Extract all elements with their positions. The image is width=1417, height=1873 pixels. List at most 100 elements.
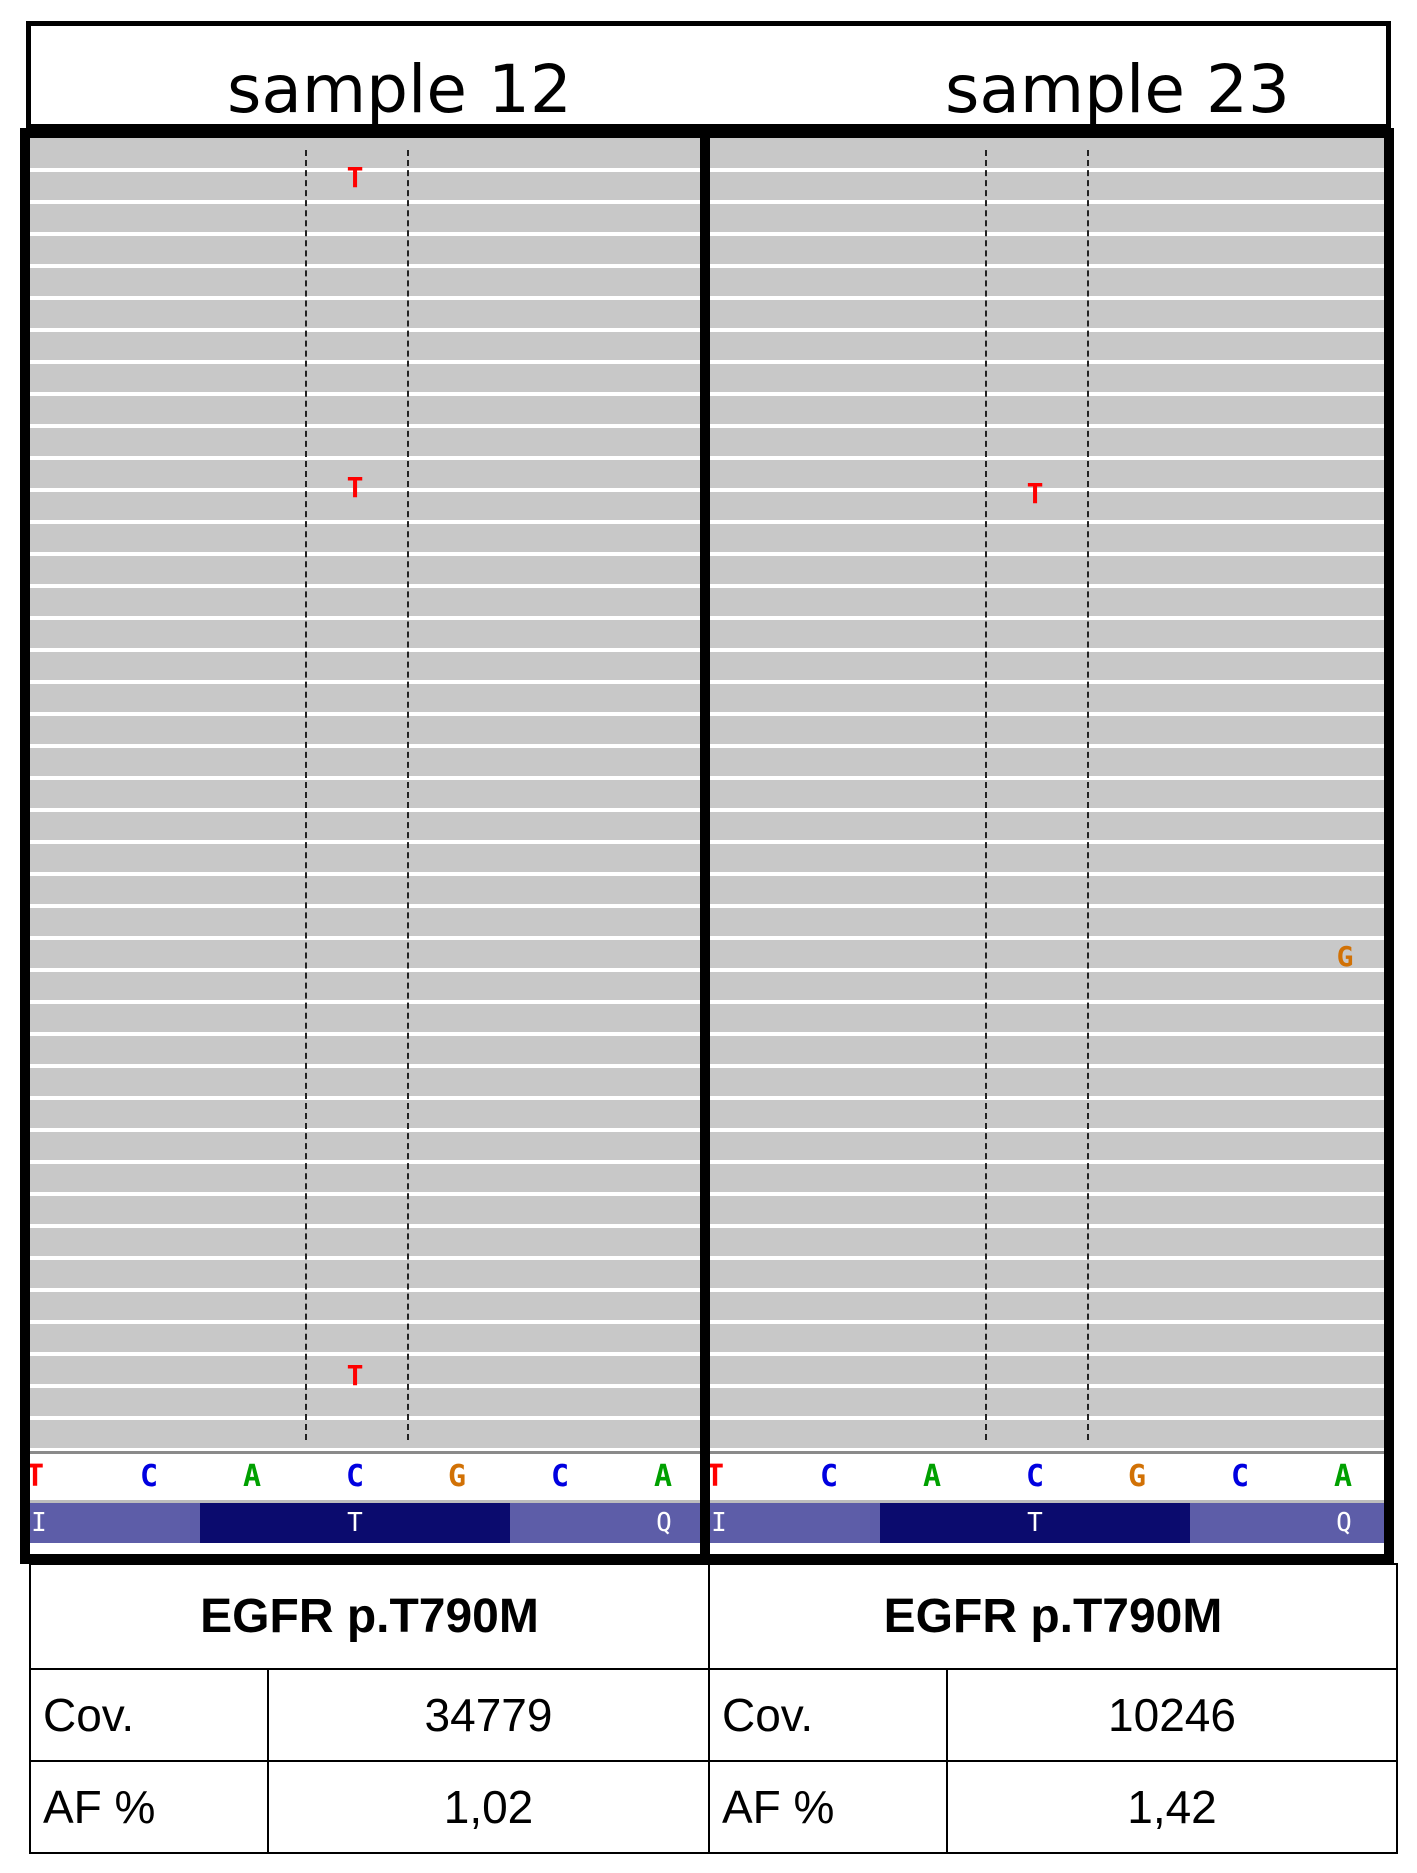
reference-base: C (819, 1459, 839, 1494)
read-separator (710, 1192, 1384, 1196)
sample-12-reads-track: T T T (30, 138, 704, 1448)
variant-header: EGFR p.T790M (29, 1563, 710, 1670)
read-separator (710, 1384, 1384, 1388)
read-separator (30, 584, 704, 588)
read-separator (710, 1160, 1384, 1164)
sample-23-title: sample 23 (945, 51, 1290, 128)
allele-frequency-label: AF % (29, 1760, 269, 1854)
read-separator (30, 1096, 704, 1100)
sample-12-stats-table: EGFR p.T790M Cov. 34779 AF % 1,02 (29, 1563, 710, 1854)
mismatch-base: T (1026, 477, 1044, 510)
coverage-value: 10246 (946, 1668, 1398, 1762)
read-separator (30, 1352, 704, 1356)
read-separator (710, 1224, 1384, 1228)
read-separator (30, 360, 704, 364)
mismatch-base: G (1336, 940, 1354, 973)
coverage-value: 34779 (267, 1668, 710, 1762)
mismatch-base: T (346, 161, 364, 194)
read-separator (30, 1384, 704, 1388)
read-separator (710, 1000, 1384, 1004)
read-separator (710, 840, 1384, 844)
read-separator (710, 1256, 1384, 1260)
amino-acid: I (31, 1508, 47, 1538)
read-separator (30, 1288, 704, 1292)
read-separator (30, 712, 704, 716)
position-guide-left (985, 150, 987, 1440)
read-separator (30, 904, 704, 908)
sample-header: sample 12 sample 23 (26, 21, 1391, 129)
read-separator (710, 232, 1384, 236)
reference-base: C (550, 1459, 570, 1494)
read-separator (30, 776, 704, 780)
read-separator (710, 520, 1384, 524)
read-separator (710, 968, 1384, 972)
read-separator (710, 1352, 1384, 1356)
read-separator (30, 1192, 704, 1196)
reference-base: T (705, 1459, 725, 1494)
read-separator (710, 936, 1384, 940)
coverage-label: Cov. (29, 1668, 269, 1762)
read-separator (30, 552, 704, 556)
reference-base: A (922, 1459, 942, 1494)
amino-acid: Q (656, 1508, 672, 1538)
amino-acid: T (347, 1508, 363, 1538)
read-separator (710, 552, 1384, 556)
read-separator (710, 328, 1384, 332)
read-separator (30, 680, 704, 684)
sample-23-amino-acid-track: I T Q (710, 1503, 1384, 1543)
read-separator (30, 424, 704, 428)
sample-12-title: sample 12 (227, 51, 572, 128)
mismatch-base: T (346, 1359, 364, 1392)
read-separator (710, 808, 1384, 812)
read-separator (30, 200, 704, 204)
read-separator (30, 744, 704, 748)
read-separator (710, 872, 1384, 876)
position-guide-left (305, 150, 307, 1440)
position-guide-right (407, 150, 409, 1440)
read-separator (30, 840, 704, 844)
read-separator (710, 392, 1384, 396)
read-separator (710, 1320, 1384, 1324)
read-separator (710, 424, 1384, 428)
amino-acid: T (1027, 1508, 1043, 1538)
reference-base: A (1333, 1459, 1353, 1494)
position-guide-right (1087, 150, 1089, 1440)
sample-23-reference-sequence: T C A C G C A (710, 1451, 1384, 1503)
read-separator (30, 488, 704, 492)
read-separator (710, 1096, 1384, 1100)
read-separator (710, 1288, 1384, 1292)
read-separator (710, 1064, 1384, 1068)
allele-frequency-value: 1,42 (946, 1760, 1398, 1854)
read-separator (30, 872, 704, 876)
read-separator (710, 1032, 1384, 1036)
read-separator (710, 168, 1384, 172)
read-separator (30, 456, 704, 460)
read-separator (30, 1224, 704, 1228)
read-separator (710, 360, 1384, 364)
read-separator (30, 520, 704, 524)
read-separator (30, 968, 704, 972)
coverage-label: Cov. (708, 1668, 948, 1762)
read-separator (30, 936, 704, 940)
mismatch-base: T (346, 471, 364, 504)
codon-block (200, 1503, 510, 1543)
reference-base: G (447, 1459, 467, 1494)
reference-base: G (1127, 1459, 1147, 1494)
read-separator (30, 616, 704, 620)
read-separator (30, 392, 704, 396)
read-separator (30, 1128, 704, 1132)
reference-base: C (1230, 1459, 1250, 1494)
read-separator (30, 1416, 704, 1420)
read-separator (710, 776, 1384, 780)
sample-23-stats-table: EGFR p.T790M Cov. 10246 AF % 1,42 (708, 1563, 1398, 1854)
sample-12-amino-acid-track: I T Q (30, 1503, 704, 1543)
read-separator (30, 1320, 704, 1324)
read-separator (710, 648, 1384, 652)
read-separator (30, 168, 704, 172)
reference-base: T (25, 1459, 45, 1494)
read-separator (710, 744, 1384, 748)
read-separator (30, 328, 704, 332)
read-separator (30, 296, 704, 300)
read-separator (30, 1000, 704, 1004)
allele-frequency-label: AF % (708, 1760, 948, 1854)
